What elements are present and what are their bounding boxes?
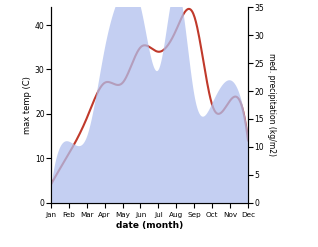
Y-axis label: max temp (C): max temp (C)	[23, 76, 32, 134]
Y-axis label: med. precipitation (kg/m2): med. precipitation (kg/m2)	[267, 53, 276, 157]
X-axis label: date (month): date (month)	[116, 221, 183, 230]
